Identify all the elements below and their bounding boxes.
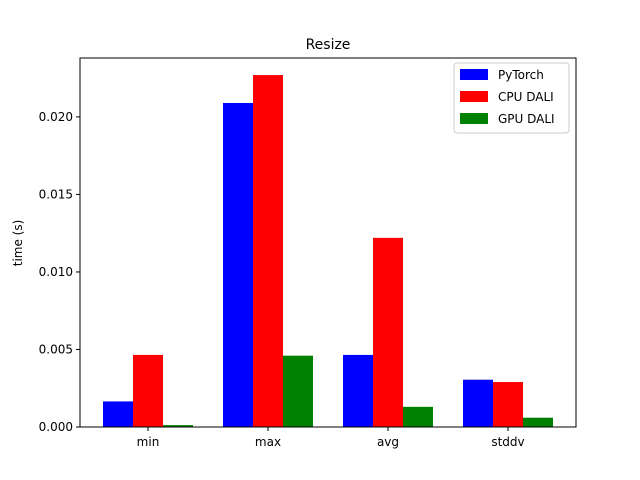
x-tick-label: min	[137, 435, 160, 449]
y-tick-label: 0.000	[39, 420, 73, 434]
y-axis-label: time (s)	[11, 220, 25, 267]
y-tick-label: 0.005	[39, 342, 73, 356]
bar-cpu-dali-max	[253, 75, 283, 427]
bar-gpu-dali-stddv	[523, 417, 553, 427]
y-tick-label: 0.020	[39, 110, 73, 124]
legend: PyTorch CPU DALI GPU DALI	[453, 62, 570, 134]
legend-label: GPU DALI	[498, 112, 555, 126]
chart-title: Resize	[306, 37, 351, 53]
bar-gpu-dali-min	[163, 425, 193, 427]
bar-pytorch-stddv	[463, 379, 493, 427]
bar-pytorch-min	[103, 401, 133, 427]
x-tick-label: max	[255, 435, 281, 449]
plot-frame	[79, 57, 577, 428]
bar-cpu-dali-avg	[373, 237, 403, 427]
x-tick-label: stddv	[491, 435, 524, 449]
legend-label: CPU DALI	[498, 90, 554, 104]
legend-swatch	[460, 69, 488, 80]
legend-label: PyTorch	[498, 68, 544, 82]
bar-gpu-dali-max	[283, 355, 313, 427]
legend-swatch	[460, 113, 488, 124]
x-tick-label: avg	[377, 435, 399, 449]
bar-pytorch-max	[223, 102, 253, 427]
legend-swatch	[460, 91, 488, 102]
y-tick-label: 0.015	[39, 187, 73, 201]
y-tick-label: 0.010	[39, 265, 73, 279]
bar-gpu-dali-avg	[403, 406, 433, 427]
bar-pytorch-avg	[343, 354, 373, 427]
bar-cpu-dali-min	[133, 354, 163, 427]
bar-cpu-dali-stddv	[493, 382, 523, 427]
